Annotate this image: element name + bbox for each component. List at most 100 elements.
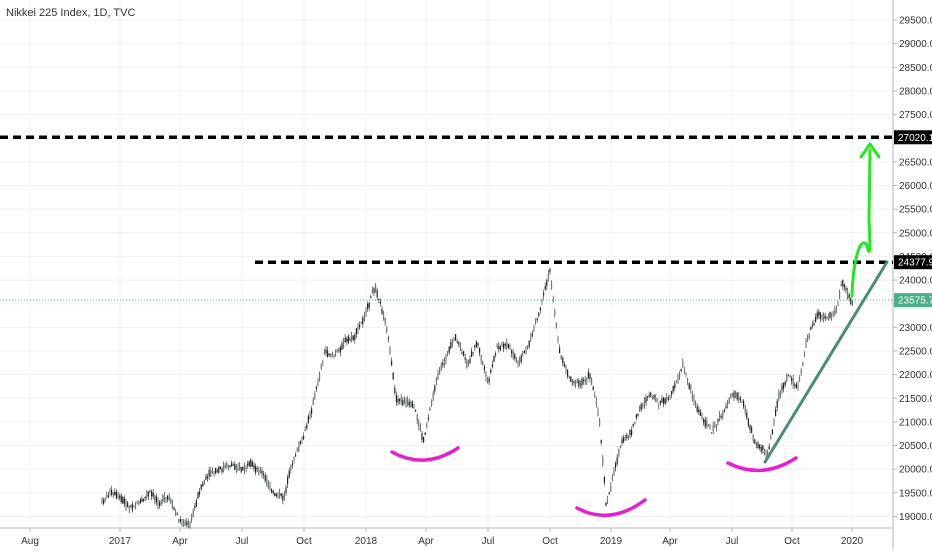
candle-body: [741, 401, 743, 403]
candle-body: [101, 498, 103, 503]
projection-arrow-head: [859, 142, 881, 159]
candle-body: [215, 468, 217, 474]
candle-body: [683, 368, 685, 373]
candle-body: [519, 359, 521, 364]
candle-body: [717, 418, 719, 422]
candle-body: [371, 290, 373, 294]
x-tick-label: 2017: [109, 536, 132, 547]
candle-body: [623, 437, 625, 443]
candle-body: [746, 412, 748, 418]
candle-body: [771, 429, 773, 435]
candle-body: [475, 341, 477, 347]
candle-body: [298, 444, 300, 451]
x-tick-label: Jul: [482, 536, 495, 547]
candle-body: [365, 309, 367, 314]
x-tick-label: Oct: [784, 536, 800, 547]
candle-body: [299, 441, 301, 444]
candle-body: [379, 301, 381, 304]
candle-body: [128, 506, 130, 510]
y-tick-label: 27500.0: [899, 110, 932, 121]
candle-body: [211, 469, 213, 473]
candle-body: [117, 492, 119, 498]
candle-body: [381, 308, 383, 314]
candle-body: [333, 354, 335, 357]
candle-body: [808, 333, 810, 337]
candle-body: [175, 511, 177, 513]
candle-body: [351, 334, 353, 340]
candle-body: [658, 404, 660, 406]
candle-body: [701, 413, 703, 419]
candle-body: [245, 466, 247, 469]
candle-body: [435, 378, 437, 383]
candle-body: [450, 342, 452, 349]
candle-body: [504, 343, 506, 346]
candle-body: [583, 379, 585, 382]
y-tick-label: 19500.0: [899, 488, 932, 499]
candle-body: [775, 409, 777, 417]
candle-body: [559, 347, 561, 354]
candle-body: [327, 350, 329, 357]
candle-body: [511, 350, 513, 354]
candle-body: [850, 298, 852, 305]
candle-body: [122, 497, 124, 504]
candle-body: [218, 466, 220, 474]
candle-body: [248, 461, 250, 467]
candle-body: [642, 404, 644, 407]
price-label-text: 27020.1: [898, 133, 932, 144]
candle-body: [672, 385, 674, 392]
candle-body: [194, 506, 196, 508]
candle-body: [568, 375, 570, 378]
candle-body: [648, 394, 650, 397]
candle-body: [573, 381, 575, 384]
candle-body: [354, 334, 356, 340]
candle-body: [157, 499, 159, 507]
candle-body: [443, 359, 445, 365]
candle-body: [554, 311, 556, 316]
candle-body: [575, 381, 577, 385]
candle-body: [343, 341, 345, 348]
candle-body: [629, 429, 631, 436]
uptrend-line: [763, 260, 889, 464]
candle-body: [543, 292, 545, 296]
candle-body: [491, 364, 493, 367]
candle-body: [267, 482, 269, 489]
candle-body: [696, 406, 698, 412]
candle-body: [224, 465, 226, 468]
candle-body: [693, 396, 695, 402]
candle-body: [517, 362, 519, 364]
candle-body: [631, 429, 633, 436]
candle-body: [603, 476, 605, 483]
price-series: [101, 268, 853, 529]
candle-body: [411, 401, 413, 408]
candle-body: [240, 467, 242, 472]
candle-body: [399, 399, 401, 402]
y-tick-label: 21500.0: [899, 394, 932, 405]
candle-body: [795, 384, 797, 389]
candle-body: [557, 338, 559, 341]
candle-body: [616, 457, 618, 464]
candle-body: [445, 356, 447, 361]
candle-body: [474, 345, 476, 348]
candle-body: [781, 385, 783, 391]
candle-body: [397, 398, 399, 403]
price-label-text: 24377.9: [898, 258, 932, 269]
candle-body: [698, 409, 700, 412]
candle-body: [320, 365, 322, 368]
candle-body: [762, 445, 764, 451]
y-tick-label: 29000.0: [899, 39, 932, 50]
candle-body: [219, 467, 221, 470]
candle-body: [413, 404, 415, 409]
candle-body: [336, 349, 338, 352]
candle-body: [467, 359, 469, 364]
candle-body: [655, 394, 657, 402]
candle-body: [296, 448, 298, 451]
y-tick-label: 26500.0: [899, 157, 932, 168]
candle-body: [202, 483, 204, 487]
candle-body: [527, 345, 529, 348]
candle-body: [776, 400, 778, 408]
candle-body: [848, 294, 850, 299]
candle-body: [503, 343, 505, 349]
candle-body: [152, 492, 154, 497]
